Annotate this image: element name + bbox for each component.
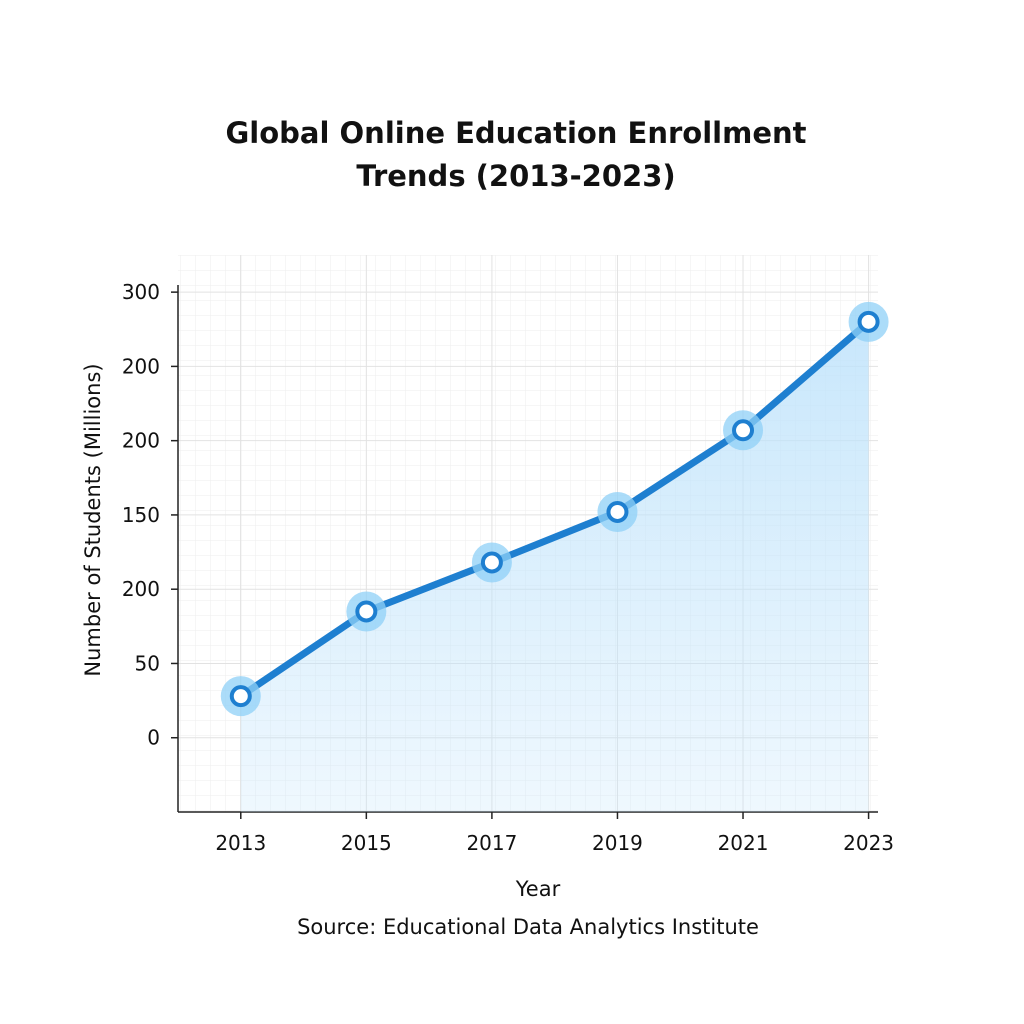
y-tick-label: 200: [122, 577, 160, 601]
y-tick-label: 200: [122, 354, 160, 378]
y-tick-label: 0: [147, 726, 160, 750]
y-tick-label: 200: [122, 429, 160, 453]
x-tick-label: 2013: [215, 831, 266, 855]
marker: [480, 551, 503, 574]
marker: [857, 310, 880, 333]
area: [240, 321, 869, 812]
x-axis-label: Year: [515, 877, 561, 901]
y-tick-label: 150: [122, 503, 160, 527]
y-tick-label: 50: [135, 651, 160, 675]
x-tick-label: 2017: [466, 831, 517, 855]
marker: [732, 419, 755, 442]
x-tick-label: 2015: [341, 831, 392, 855]
source: Source: Educational Data Analytics Insti…: [297, 915, 759, 939]
y-axis-label: Number of Students (Millions): [81, 363, 105, 676]
marker: [606, 500, 629, 523]
x-tick-label: 2023: [843, 831, 894, 855]
x-tick-label: 2021: [718, 831, 769, 855]
marker: [229, 685, 252, 708]
chart-title: Global Online Education Enrollment: [225, 116, 806, 150]
y-tick-label: 300: [122, 280, 160, 304]
line: [237, 318, 873, 700]
marker: [355, 600, 378, 623]
x-tick-label: 2019: [592, 831, 643, 855]
chart-title: Trends (2013-2023): [356, 159, 675, 193]
